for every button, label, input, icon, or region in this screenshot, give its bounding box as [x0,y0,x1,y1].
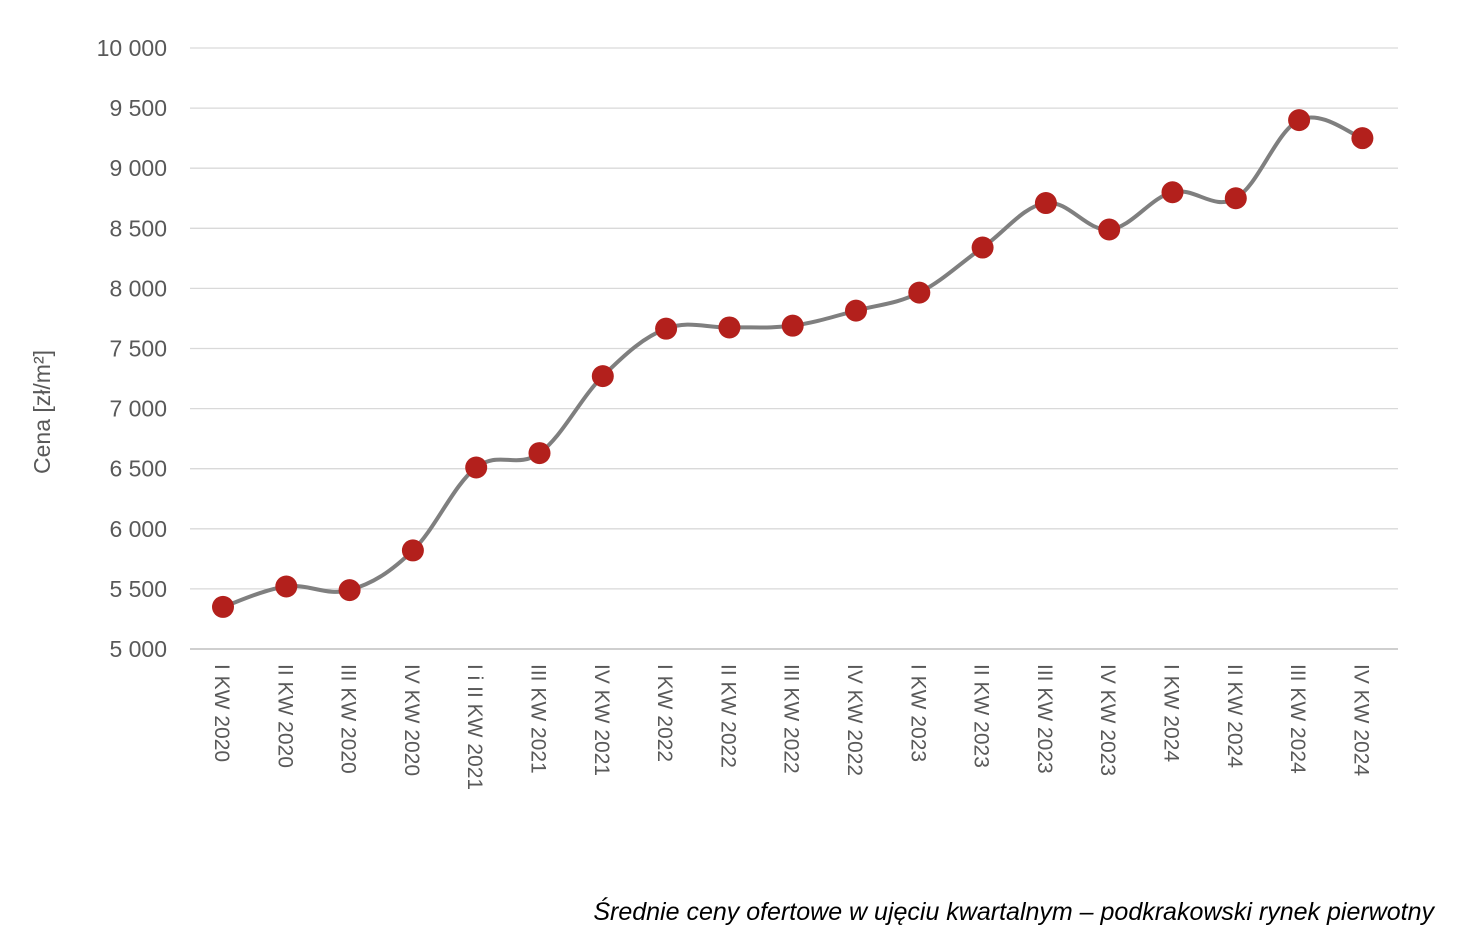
data-point [908,281,931,304]
data-point [1351,127,1374,150]
x-tick-label: II KW 2022 [716,664,739,768]
x-tick-label: I KW 2024 [1160,664,1183,762]
data-point [1161,181,1184,204]
x-tick-label: IV KW 2022 [843,664,866,776]
y-tick-label: 9 500 [109,95,167,121]
y-tick-label: 5 000 [109,636,167,662]
data-point [655,317,678,340]
x-tick-label: I KW 2020 [210,664,233,762]
y-tick-label: 10 000 [97,35,167,61]
data-point [212,595,234,618]
data-point [845,299,867,322]
x-tick-label: II KW 2020 [273,664,296,768]
series-line [221,115,1365,609]
y-tick-label: 8 000 [109,275,167,301]
x-tick-label: III KW 2024 [1286,664,1309,774]
y-tick-label: 7 000 [109,396,167,422]
x-tick-label: IV KW 2024 [1349,664,1372,776]
x-tick-label: IV KW 2023 [1096,664,1119,776]
y-axis-title: Cena [zł/m²] [29,350,55,474]
x-tick-label: II KW 2023 [970,664,993,768]
x-tick-label: III KW 2023 [1033,664,1056,774]
x-axis-ticks: I KW 2020 II KW 2020 III KW 2020 IV KW 2020… [210,664,1372,790]
data-point [971,236,994,259]
x-tick-label: III KW 2022 [780,664,803,774]
y-tick-label: 7 500 [109,336,167,362]
y-tick-label: 9 000 [109,155,167,181]
y-tick-label: 6 000 [109,516,167,542]
data-point [718,316,741,339]
data-point [401,539,424,562]
x-tick-label: III KW 2020 [337,664,360,774]
y-tick-label: 8 500 [109,215,167,241]
data-point [1288,109,1311,132]
data-point [781,314,804,337]
y-tick-label: 6 500 [109,456,167,482]
data-point [338,579,361,602]
series-layer [212,109,1374,618]
data-point [528,442,551,465]
gridlines [190,47,1398,650]
x-tick-label: II KW 2024 [1223,664,1246,768]
data-point [465,456,488,479]
data-point [1098,218,1121,241]
x-tick-label: I KW 2022 [653,664,676,762]
chart-caption: Średnie ceny ofertowe w ujęciu kwartalny… [593,898,1434,926]
x-tick-label: IV KW 2021 [590,664,613,776]
data-point [591,365,614,388]
x-tick-label: III KW 2021 [527,664,550,774]
x-tick-label: IV KW 2020 [400,664,423,776]
y-axis-ticks: 5 000 5 500 6 000 6 500 7 000 7 500 8 000 8 500… [97,35,167,662]
data-point [275,575,298,598]
x-tick-label: I KW 2023 [906,664,929,762]
data-point [1034,192,1057,215]
data-point [1224,187,1247,210]
x-tick-label: I i II KW 2021 [463,664,486,790]
y-tick-label: 5 500 [109,576,167,602]
